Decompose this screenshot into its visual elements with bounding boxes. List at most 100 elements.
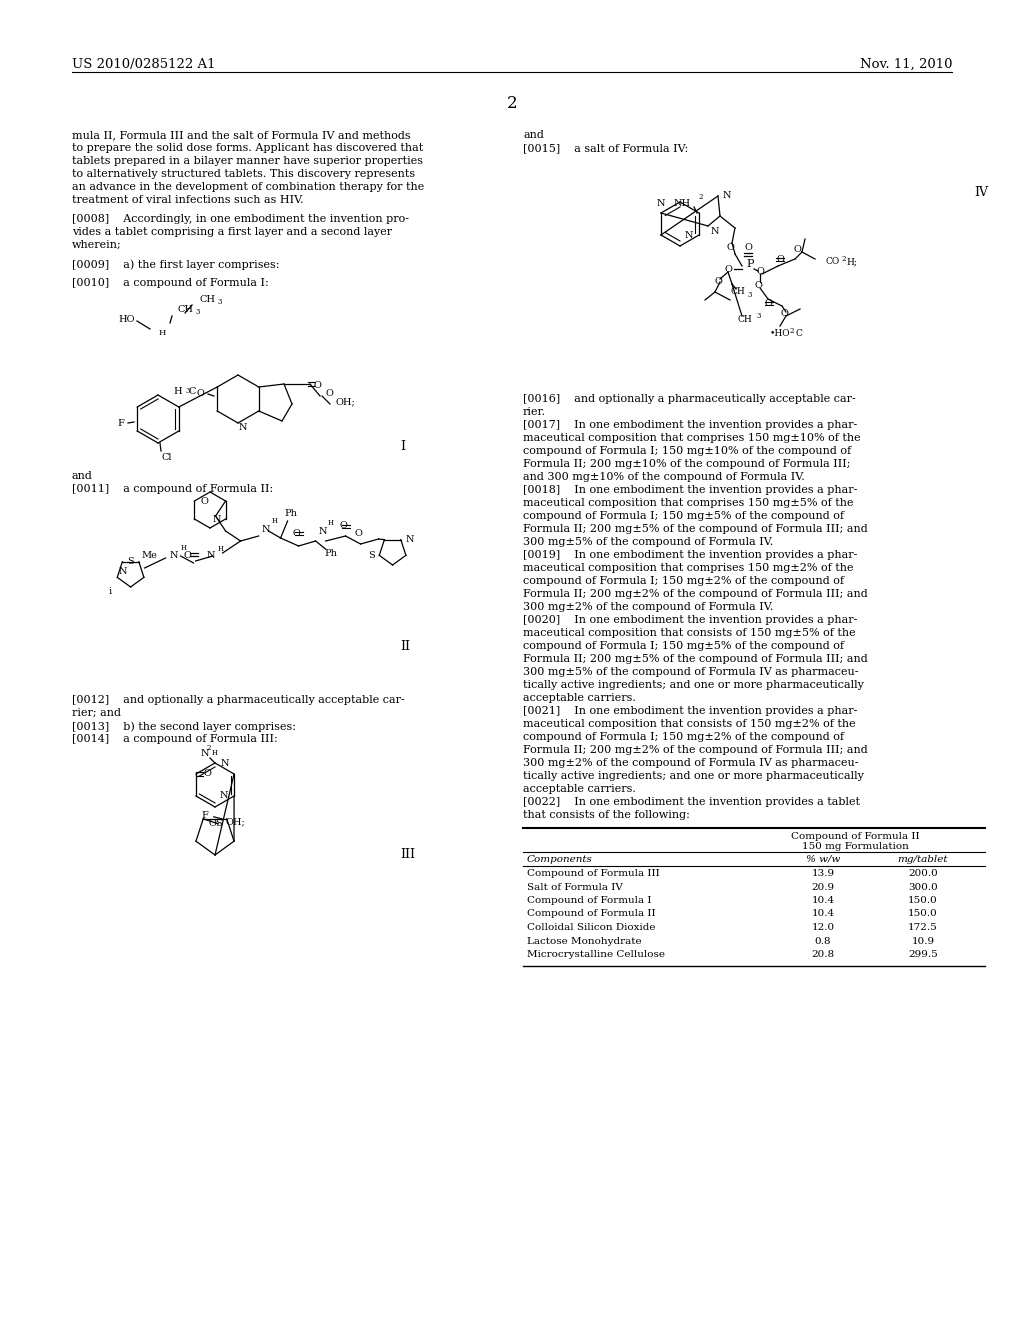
Text: O: O [726, 243, 734, 252]
Text: N: N [201, 748, 209, 758]
Text: maceutical composition that consists of 150 mg±2% of the: maceutical composition that consists of … [523, 719, 856, 729]
Text: N: N [207, 552, 215, 561]
Text: [0010]    a compound of Formula I:: [0010] a compound of Formula I: [72, 279, 268, 288]
Text: US 2010/0285122 A1: US 2010/0285122 A1 [72, 58, 215, 71]
Text: 13.9: 13.9 [811, 869, 835, 878]
Text: acceptable carriers.: acceptable carriers. [523, 784, 636, 795]
Text: Components: Components [527, 855, 593, 865]
Text: Colloidal Silicon Dioxide: Colloidal Silicon Dioxide [527, 923, 655, 932]
Text: N: N [169, 552, 178, 561]
Text: C: C [188, 387, 196, 396]
Text: 2: 2 [841, 255, 846, 263]
Text: P: P [746, 259, 754, 269]
Text: N: N [711, 227, 720, 235]
Text: Nov. 11, 2010: Nov. 11, 2010 [859, 58, 952, 71]
Text: O: O [744, 243, 752, 252]
Text: 200.0: 200.0 [908, 869, 938, 878]
Text: O: O [793, 246, 801, 255]
Text: NH: NH [674, 198, 691, 207]
Text: and: and [72, 471, 93, 480]
Text: [0016]    and optionally a pharmaceutically acceptable car-: [0016] and optionally a pharmaceutically… [523, 393, 856, 404]
Text: Compound of Formula I: Compound of Formula I [527, 896, 651, 906]
Text: wherein;: wherein; [72, 240, 122, 249]
Text: Ph: Ph [284, 508, 297, 517]
Text: compound of Formula I; 150 mg±5% of the compound of: compound of Formula I; 150 mg±5% of the … [523, 642, 844, 651]
Text: S: S [369, 550, 375, 560]
Text: Lactose Monohydrate: Lactose Monohydrate [527, 936, 642, 945]
Text: I: I [400, 440, 406, 453]
Text: CH: CH [731, 288, 745, 297]
Text: 20.9: 20.9 [811, 883, 835, 891]
Text: Me: Me [141, 552, 158, 561]
Text: Compound of Formula II: Compound of Formula II [527, 909, 655, 919]
Text: O: O [293, 528, 300, 537]
Text: N: N [406, 535, 415, 544]
Text: to alternatively structured tablets. This discovery represents: to alternatively structured tablets. Thi… [72, 169, 415, 180]
Text: mula II, Formula III and the salt of Formula IV and methods: mula II, Formula III and the salt of For… [72, 129, 411, 140]
Text: [0011]    a compound of Formula II:: [0011] a compound of Formula II: [72, 484, 273, 494]
Text: OH;: OH; [225, 817, 245, 826]
Text: O: O [780, 309, 787, 318]
Text: Ph: Ph [325, 549, 337, 557]
Text: N: N [221, 759, 229, 767]
Text: 150.0: 150.0 [908, 896, 938, 906]
Text: 300 mg±5% of the compound of Formula IV as pharmaceu-: 300 mg±5% of the compound of Formula IV … [523, 667, 858, 677]
Text: N: N [261, 524, 270, 533]
Text: HO: HO [119, 314, 135, 323]
Text: 3: 3 [748, 290, 753, 300]
Text: F: F [117, 420, 124, 429]
Text: [0013]    b) the second layer comprises:: [0013] b) the second layer comprises: [72, 721, 296, 731]
Text: O: O [326, 389, 334, 399]
Text: Compound of Formula III: Compound of Formula III [527, 869, 659, 878]
Text: maceutical composition that consists of 150 mg±5% of the: maceutical composition that consists of … [523, 628, 856, 638]
Text: [0008]    Accordingly, in one embodiment the invention pro-: [0008] Accordingly, in one embodiment th… [72, 214, 409, 224]
Text: N: N [219, 792, 228, 800]
Text: 2: 2 [507, 95, 517, 112]
Text: [0018]    In one embodiment the invention provides a phar-: [0018] In one embodiment the invention p… [523, 484, 857, 495]
Text: Cl: Cl [161, 453, 171, 462]
Text: N: N [656, 198, 666, 207]
Text: 2: 2 [698, 193, 703, 201]
Text: O: O [340, 521, 347, 531]
Text: C: C [795, 330, 802, 338]
Text: 0.8: 0.8 [815, 936, 831, 945]
Text: Salt of Formula IV: Salt of Formula IV [527, 883, 623, 891]
Text: compound of Formula I; 150 mg±10% of the compound of: compound of Formula I; 150 mg±10% of the… [523, 446, 851, 455]
Text: 12.0: 12.0 [811, 923, 835, 932]
Text: •HO: •HO [770, 330, 791, 338]
Text: O: O [314, 381, 322, 391]
Text: O: O [756, 268, 764, 276]
Text: O: O [764, 300, 772, 309]
Text: N: N [723, 191, 731, 201]
Text: H;: H; [846, 257, 857, 267]
Text: rier.: rier. [523, 407, 546, 417]
Text: tically active ingredients; and one or more pharmaceutically: tically active ingredients; and one or m… [523, 680, 864, 690]
Text: compound of Formula I; 150 mg±2% of the compound of: compound of Formula I; 150 mg±2% of the … [523, 733, 844, 742]
Text: compound of Formula I; 150 mg±2% of the compound of: compound of Formula I; 150 mg±2% of the … [523, 576, 844, 586]
Text: [0012]    and optionally a pharmaceutically acceptable car-: [0012] and optionally a pharmaceutically… [72, 696, 404, 705]
Text: III: III [400, 849, 415, 862]
Text: 3: 3 [196, 308, 201, 315]
Text: O: O [724, 264, 732, 273]
Text: and: and [523, 129, 544, 140]
Text: 20.8: 20.8 [811, 950, 835, 960]
Text: H: H [173, 387, 182, 396]
Text: 150 mg Formulation: 150 mg Formulation [802, 842, 909, 851]
Text: 3: 3 [185, 387, 190, 395]
Text: 172.5: 172.5 [908, 923, 938, 932]
Text: O: O [183, 550, 191, 560]
Text: O: O [354, 529, 362, 539]
Text: H: H [271, 517, 278, 525]
Text: 3: 3 [218, 298, 222, 306]
Text: CH: CH [737, 314, 753, 323]
Text: 10.4: 10.4 [811, 909, 835, 919]
Text: 300 mg±2% of the compound of Formula IV.: 300 mg±2% of the compound of Formula IV. [523, 602, 773, 612]
Text: that consists of the following:: that consists of the following: [523, 810, 690, 820]
Text: 299.5: 299.5 [908, 950, 938, 960]
Text: H: H [328, 519, 334, 527]
Text: N: N [118, 568, 127, 576]
Text: Compound of Formula II: Compound of Formula II [792, 832, 920, 841]
Text: 150.0: 150.0 [908, 909, 938, 919]
Text: % w/w: % w/w [806, 855, 840, 865]
Text: O: O [754, 281, 762, 290]
